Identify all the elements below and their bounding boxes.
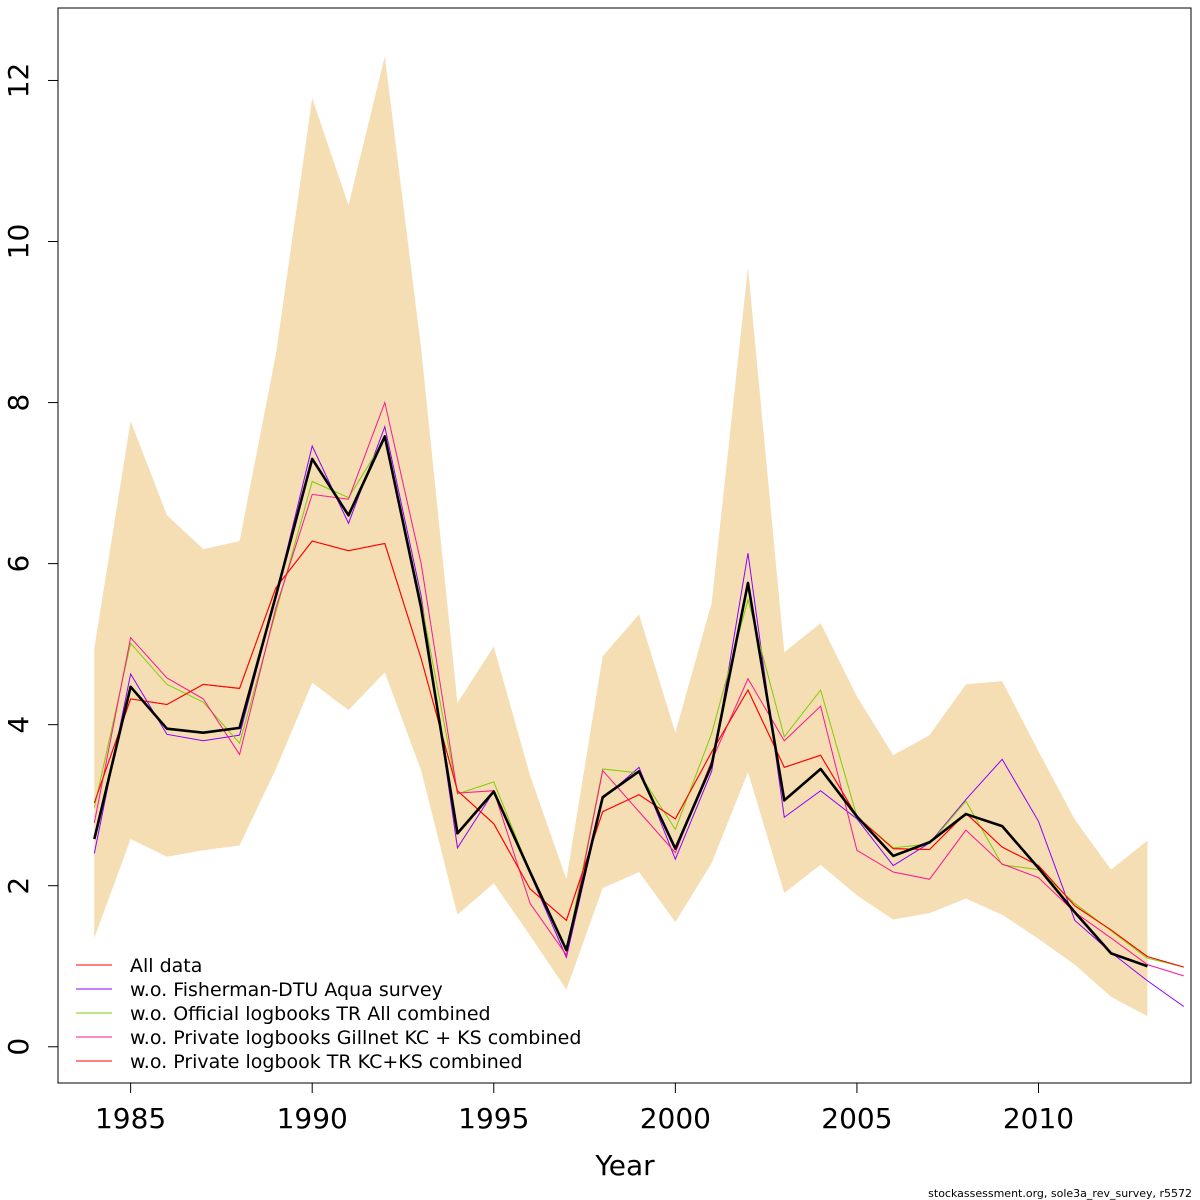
series-line-5 xyxy=(93,540,1184,968)
x-tick-label: 2000 xyxy=(640,1102,711,1135)
x-tick-label: 1995 xyxy=(458,1102,529,1135)
main-series-layer xyxy=(93,435,1148,968)
confidence-band xyxy=(94,56,1148,1017)
x-tick-label: 2010 xyxy=(1003,1102,1074,1135)
confidence-band-layer xyxy=(94,56,1148,1017)
y-tick-label: 6 xyxy=(2,555,35,573)
legend-label: w.o. Private logbooks Gillnet KC + KS co… xyxy=(130,1027,581,1049)
footer-credit: stockassessment.org, sole3a_rev_survey, … xyxy=(928,1187,1192,1200)
legend-label: All data xyxy=(130,955,202,977)
legend-label: w.o. Private logbook TR KC+KS combined xyxy=(130,1051,523,1073)
y-axis: 0 2 4 6 8 10 12 xyxy=(2,63,59,1056)
x-axis: 1985 1990 1995 2000 2005 2010 xyxy=(95,1082,1074,1135)
y-tick-label: 12 xyxy=(2,63,35,99)
series-line-4 xyxy=(93,400,1184,977)
x-tick-label: 2005 xyxy=(821,1102,892,1135)
x-axis-title: Year xyxy=(594,1149,655,1182)
y-tick-label: 0 xyxy=(2,1038,35,1056)
y-tick-label: 10 xyxy=(2,224,35,260)
main-series-line xyxy=(93,435,1148,968)
x-tick-label: 1985 xyxy=(95,1102,166,1135)
legend-label: w.o. Official logbooks TR All combined xyxy=(130,1003,491,1025)
y-tick-label: 8 xyxy=(2,394,35,412)
y-tick-label: 4 xyxy=(2,716,35,734)
y-tick-label: 2 xyxy=(2,877,35,895)
x-tick-label: 1990 xyxy=(277,1102,348,1135)
legend-label: w.o. Fisherman-DTU Aqua survey xyxy=(130,979,443,1001)
